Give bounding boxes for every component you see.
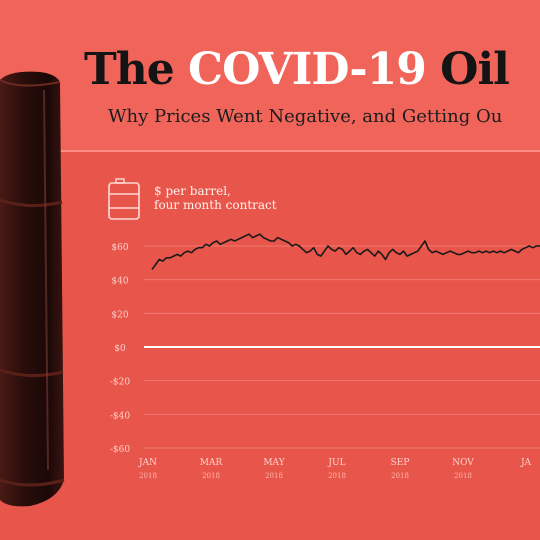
- x-tick-year: 2018: [202, 472, 220, 480]
- page-subtitle: Why Prices Went Negative, and Getting Ou: [108, 106, 503, 127]
- x-tick-year: 2018: [454, 472, 472, 480]
- x-tick-month: NOV: [452, 458, 474, 468]
- price-line: [151, 233, 540, 271]
- title-highlight: COVID-19: [188, 44, 427, 95]
- unit-label-line-2: four month contract: [154, 198, 277, 212]
- unit-label-line-1: $ per barrel,: [154, 184, 231, 198]
- x-tick-month: SEP: [391, 458, 410, 468]
- unit-label: $ per barrel, four month contract: [154, 184, 277, 212]
- y-tick-label: -$20: [110, 378, 130, 388]
- y-tick-label: $20: [111, 310, 128, 320]
- page-title: The COVID-19 Oil: [84, 44, 510, 95]
- y-tick-label: -$60: [110, 445, 130, 455]
- header-divider: [60, 150, 540, 152]
- title-part1: The: [84, 44, 189, 95]
- barrel-icon: [108, 178, 140, 220]
- title-part2: Oil: [425, 44, 510, 95]
- y-tick-label: -$40: [110, 411, 130, 421]
- x-tick-year: 2018: [265, 472, 283, 480]
- x-tick-year: 2018: [139, 472, 157, 480]
- x-tick-month: JAN: [138, 458, 157, 468]
- oil-barrel-image: [0, 71, 65, 507]
- x-tick-month: JUL: [327, 458, 345, 468]
- y-tick-label: $0: [114, 344, 126, 354]
- x-tick-month: MAR: [200, 458, 223, 468]
- header-band: [0, 0, 540, 150]
- x-tick-month: JA: [520, 458, 532, 468]
- x-tick-month: MAY: [263, 458, 285, 468]
- x-tick-year: 2018: [391, 472, 409, 480]
- y-tick-label: $60: [111, 243, 128, 253]
- x-tick-year: 2018: [328, 472, 346, 480]
- y-tick-label: $40: [111, 277, 128, 287]
